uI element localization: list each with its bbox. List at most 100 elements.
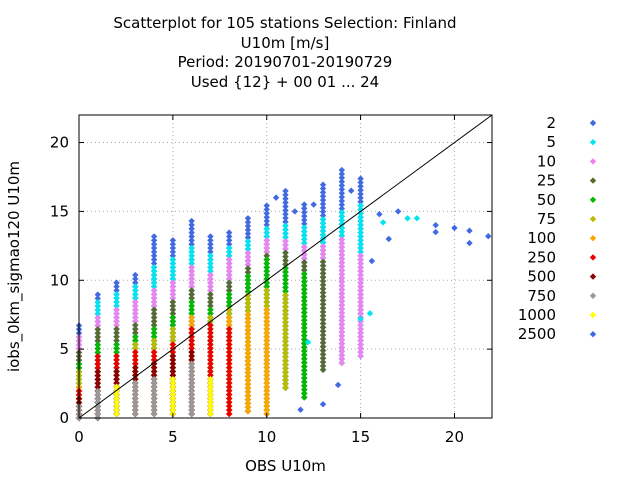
data-point — [132, 368, 139, 375]
data-point — [282, 264, 289, 272]
data-point — [225, 279, 233, 286]
data-point — [357, 352, 364, 360]
data-point — [169, 364, 177, 371]
data-point — [263, 406, 270, 414]
data-point — [207, 345, 214, 352]
data-point — [338, 186, 346, 193]
data-point — [169, 399, 177, 406]
data-point — [225, 310, 233, 317]
data-point — [225, 260, 233, 267]
data-point — [338, 355, 346, 363]
data-point — [207, 337, 214, 344]
data-point — [150, 329, 158, 337]
data-point — [301, 378, 308, 386]
data-point — [263, 267, 270, 275]
data-point — [150, 233, 158, 240]
data-point — [282, 357, 289, 364]
data-point — [188, 294, 195, 302]
data-point — [282, 380, 289, 388]
data-point — [94, 291, 101, 298]
data-point — [301, 243, 308, 251]
data-point — [188, 368, 195, 375]
data-point — [357, 283, 364, 290]
data-point — [94, 310, 101, 318]
legend-marker — [589, 292, 597, 299]
data-point — [338, 251, 346, 259]
data-point — [282, 311, 289, 318]
data-point — [169, 337, 177, 344]
data-point — [225, 271, 233, 279]
data-point — [207, 321, 214, 329]
data-point — [188, 271, 195, 279]
data-point — [301, 251, 308, 258]
data-point — [263, 364, 270, 371]
data-point — [113, 329, 120, 337]
data-point — [188, 287, 195, 294]
data-point — [357, 206, 364, 213]
data-point — [188, 256, 195, 263]
data-point — [169, 406, 177, 414]
data-point — [263, 310, 270, 317]
data-point — [244, 346, 252, 353]
data-point — [244, 222, 252, 230]
data-point — [188, 360, 195, 367]
data-point — [301, 297, 308, 305]
data-point — [207, 395, 214, 402]
legend-marker — [589, 177, 597, 184]
data-point — [263, 213, 270, 221]
data-point — [357, 275, 364, 283]
data-point — [132, 399, 139, 406]
data-point — [301, 382, 308, 389]
data-point — [150, 348, 158, 356]
data-point — [282, 369, 289, 376]
legend-label: 2 — [546, 114, 556, 132]
data-point — [188, 302, 195, 310]
data-point — [113, 341, 120, 348]
data-point — [357, 202, 364, 209]
data-point — [188, 325, 195, 333]
data-point — [150, 244, 158, 252]
data-point — [282, 384, 289, 391]
data-point — [169, 271, 177, 279]
data-point — [301, 239, 308, 247]
data-point — [150, 275, 158, 283]
data-point — [338, 359, 346, 367]
data-point — [94, 318, 101, 325]
data-point — [244, 315, 252, 322]
data-point — [282, 249, 289, 256]
data-point — [225, 318, 233, 325]
data-point — [357, 329, 364, 337]
data-point — [319, 266, 327, 273]
y-tick-label: 10 — [50, 271, 69, 289]
data-point — [150, 310, 158, 317]
data-point — [207, 348, 214, 356]
data-point — [338, 240, 346, 247]
data-point — [94, 387, 101, 395]
data-point — [244, 265, 252, 272]
data-point — [188, 233, 195, 240]
data-point — [225, 248, 233, 256]
data-point — [301, 224, 308, 231]
data-point — [385, 235, 392, 243]
data-point — [282, 318, 289, 326]
data-point — [169, 264, 177, 271]
data-point — [263, 206, 270, 213]
data-point — [188, 406, 195, 414]
legend-label: 75 — [537, 210, 556, 228]
data-point — [244, 242, 252, 249]
data-point — [225, 399, 233, 406]
data-point — [319, 270, 327, 277]
data-point — [319, 281, 327, 289]
data-point — [207, 271, 214, 279]
data-point — [94, 337, 101, 345]
data-point — [263, 356, 270, 364]
data-point — [263, 321, 270, 329]
data-point — [319, 320, 327, 327]
y-tick-label: 0 — [59, 409, 69, 427]
data-point — [301, 309, 308, 316]
data-point — [244, 234, 252, 241]
data-point — [207, 244, 214, 252]
data-point — [319, 185, 327, 192]
data-point — [263, 237, 270, 244]
data-point — [150, 399, 158, 406]
